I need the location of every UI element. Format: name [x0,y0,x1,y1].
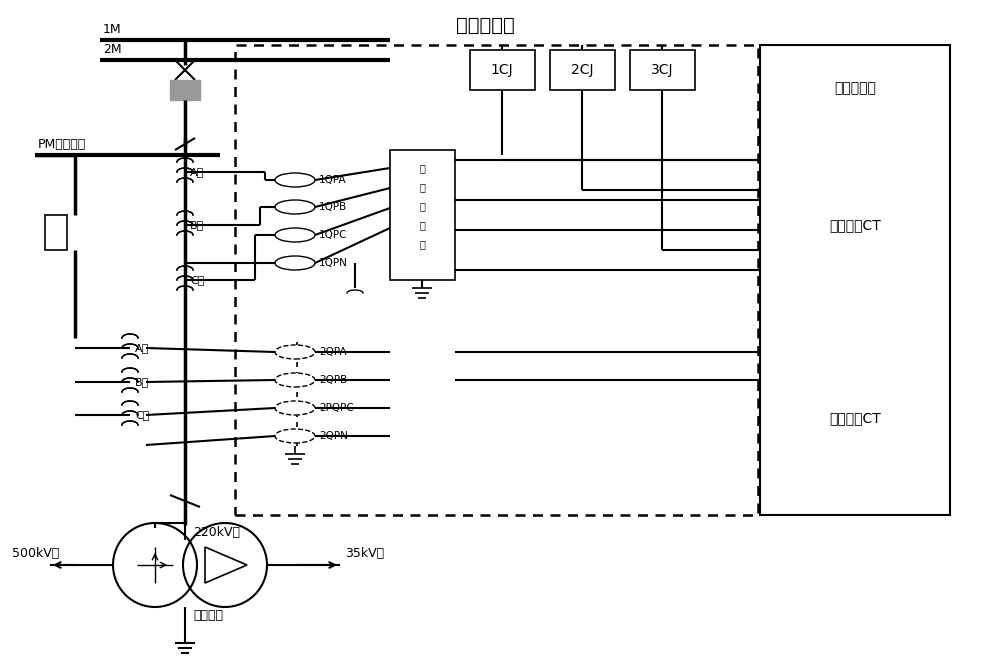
Text: 2PQPC: 2PQPC [319,403,354,413]
Ellipse shape [275,401,315,415]
Bar [45,215,67,250]
Text: 35kV侧: 35kV侧 [345,547,384,560]
Text: 节: 节 [419,220,425,230]
Text: 主变开关CT: 主变开关CT [829,218,881,232]
Ellipse shape [275,200,315,214]
Text: 公共绕组: 公共绕组 [193,609,223,622]
Bar [235,45,758,515]
Bar [550,50,615,90]
Text: 1QPC: 1QPC [319,230,348,240]
Ellipse shape [275,228,315,242]
Text: 微: 微 [419,163,425,173]
Ellipse shape [275,429,315,443]
Text: 2QPA: 2QPA [319,347,347,357]
Text: C相: C相 [190,275,204,285]
Bar [470,50,535,90]
Ellipse shape [275,373,315,387]
Ellipse shape [275,173,315,187]
Text: A相: A相 [190,167,204,177]
Text: 2QPB: 2QPB [319,375,347,385]
Text: 1M: 1M [103,23,122,36]
Ellipse shape [275,256,315,270]
Bar [760,45,950,515]
Text: 1QPA: 1QPA [319,175,347,185]
Text: 旁路开关CT: 旁路开关CT [829,411,881,425]
Text: PM（旁母）: PM（旁母） [38,138,86,151]
Text: 步: 步 [419,182,425,192]
Text: B相: B相 [190,220,204,230]
Text: 3CJ: 3CJ [651,63,673,77]
Text: 2CJ: 2CJ [571,63,593,77]
Text: 500kV侧: 500kV侧 [12,547,59,560]
Text: 2QPN: 2QPN [319,431,348,441]
Bar [630,50,695,90]
Text: A相: A相 [135,343,149,353]
Text: 220kV侧: 220kV侧 [193,527,240,539]
Text: 2M: 2M [103,43,122,56]
Text: 调: 调 [419,201,425,211]
Text: 1QPN: 1QPN [319,258,348,268]
Bar [170,80,200,100]
Text: C相: C相 [135,410,149,420]
Text: 差动继电器: 差动继电器 [834,81,876,95]
Text: 1QPB: 1QPB [319,202,347,212]
Text: B相: B相 [135,377,149,387]
Text: 器: 器 [419,239,425,249]
Bar [390,150,455,280]
Ellipse shape [275,345,315,359]
Text: 1CJ: 1CJ [491,63,513,77]
Text: 主变保护屏: 主变保护屏 [456,16,514,35]
